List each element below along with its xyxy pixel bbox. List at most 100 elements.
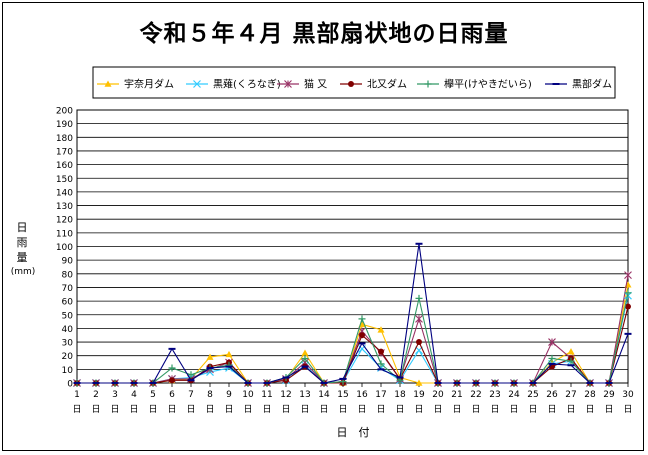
data-point (416, 339, 422, 346)
x-tick-label: 28 (584, 390, 596, 400)
y-tick-label: 10 (62, 366, 74, 376)
y-tick-label: 40 (62, 325, 74, 335)
y-tick-label: 50 (62, 311, 74, 321)
data-point (301, 349, 309, 356)
grid-lines (76, 109, 629, 384)
x-tick-label: 15 (337, 390, 348, 400)
x-tick-day-char: 日 (91, 404, 100, 415)
legend-label: 猫 又 (304, 78, 327, 91)
x-tick-day-char: 日 (509, 404, 518, 415)
x-tick-label: 5 (150, 390, 156, 400)
x-tick-label: 12 (280, 390, 291, 400)
y-tick-label: 20 (62, 352, 74, 362)
x-axis-label: 日 付 (337, 426, 370, 439)
x-tick-day-char: 日 (471, 404, 480, 415)
data-point (548, 354, 556, 362)
data-point (567, 357, 575, 365)
x-tick-label: 27 (565, 390, 576, 400)
x-tick-day-char: 日 (452, 404, 461, 415)
y-tick-label: 180 (56, 134, 73, 144)
x-tick-day-char: 日 (300, 404, 309, 415)
x-tick-label: 14 (318, 390, 330, 400)
y-axis-label-char: 雨 (17, 236, 28, 249)
x-tick-day-char: 日 (224, 404, 233, 415)
data-point (415, 294, 423, 302)
x-tick-day-char: 日 (357, 404, 366, 415)
x-tick-day-char: 日 (604, 404, 613, 415)
y-tick-label: 170 (56, 147, 73, 157)
series-4 (73, 289, 632, 387)
x-tick-label: 30 (622, 390, 634, 400)
series-3 (74, 303, 631, 386)
y-tick-label: 190 (56, 120, 73, 130)
legend-marker (193, 80, 201, 88)
x-tick-day-char: 日 (547, 404, 556, 415)
data-point (415, 379, 423, 386)
chart-title: 令和５年４月 黒部扇状地の日雨量 (139, 21, 509, 47)
legend-label: 黒部ダム (572, 78, 612, 91)
y-tick-label: 60 (62, 298, 74, 308)
data-point (625, 303, 631, 310)
x-tick-label: 23 (489, 390, 500, 400)
series-line (77, 292, 629, 384)
y-axis-unit: (mm) (11, 267, 36, 277)
legend-label: 宇奈月ダム (124, 78, 174, 91)
x-tick-label: 22 (470, 390, 481, 400)
data-point (624, 289, 632, 297)
x-tick-day-char: 日 (490, 404, 499, 415)
data-point (359, 332, 365, 339)
legend-box (92, 66, 616, 99)
x-tick-label: 20 (432, 390, 444, 400)
x-tick-label: 10 (242, 390, 254, 400)
x-tick-label: 26 (546, 390, 558, 400)
legend: 宇奈月ダム 黒薙(くろなぎ) 猫 又 北又ダム 欅平(けやきだいら) 黒部ダム (92, 66, 616, 99)
x-tick-day-char: 日 (395, 404, 404, 415)
data-point (377, 360, 385, 368)
legend-item-0: 宇奈月ダム (97, 78, 174, 91)
x-tick-label: 4 (131, 390, 137, 400)
data-point (548, 338, 556, 346)
data-point (624, 271, 632, 280)
legend-label: 欅平(けやきだいら) (444, 79, 532, 91)
data-point (377, 326, 385, 333)
series-line (77, 243, 629, 384)
legend-item-2: 猫 又 (277, 78, 327, 91)
data-point (301, 354, 309, 362)
series-lines (73, 242, 632, 387)
data-point (168, 364, 176, 372)
x-tick-label: 19 (413, 390, 425, 400)
series-5 (73, 242, 632, 384)
x-tick-day-char: 日 (72, 404, 81, 415)
x-tick-label: 7 (188, 390, 194, 400)
x-tick-label: 9 (226, 390, 232, 400)
y-tick-label: 100 (56, 243, 73, 253)
x-tick-day-char: 日 (262, 404, 271, 415)
y-tick-label: 120 (56, 216, 73, 226)
data-point (567, 348, 575, 355)
legend-marker (104, 80, 112, 87)
data-point (378, 348, 384, 355)
x-tick-day-char: 日 (566, 404, 575, 415)
y-tick-label: 70 (62, 284, 74, 294)
y-axis-label-char: 量 (17, 251, 28, 264)
y-tick-label: 30 (62, 339, 74, 349)
series-1 (73, 291, 632, 387)
data-point (187, 371, 195, 379)
y-tick-label: 140 (56, 188, 73, 198)
plot-area (76, 109, 629, 384)
x-tick-day-char: 日 (243, 404, 252, 415)
x-tick-day-char: 日 (167, 404, 176, 415)
data-point (225, 350, 233, 358)
x-tick-label: 6 (169, 390, 175, 400)
legend-label: 北又ダム (367, 78, 407, 91)
series-line (77, 284, 629, 384)
x-tick-day-char: 日 (205, 404, 214, 415)
x-axis-ticks: 1日2日3日4日5日6日7日8日9日10日11日12日13日14日15日16日1… (72, 383, 634, 415)
y-tick-label: 200 (56, 107, 73, 117)
data-point (169, 377, 175, 384)
legend-item-1: 黒薙(くろなぎ) (186, 78, 281, 91)
axis-labels: 日雨量(mm)日 付 (11, 221, 370, 439)
x-tick-label: 13 (299, 390, 310, 400)
y-axis-label-char: 日 (17, 221, 28, 234)
x-tick-label: 1 (74, 390, 80, 400)
